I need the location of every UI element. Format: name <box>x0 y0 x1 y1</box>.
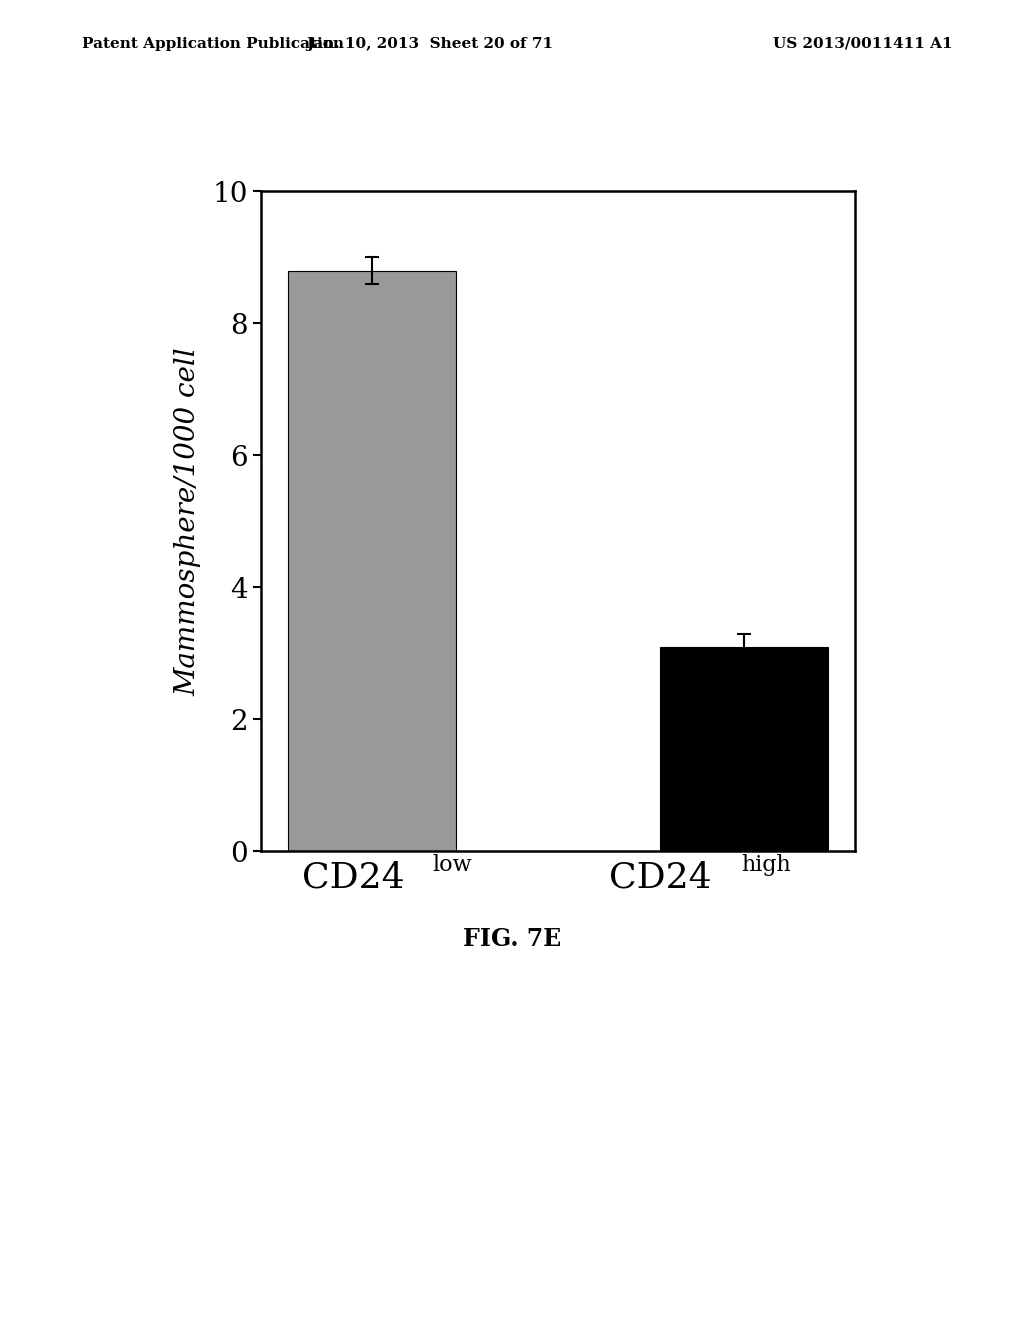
Bar <box>288 271 456 851</box>
Bar <box>660 647 828 851</box>
Text: Jan. 10, 2013  Sheet 20 of 71: Jan. 10, 2013 Sheet 20 of 71 <box>306 37 554 51</box>
Text: high: high <box>741 854 792 876</box>
Text: FIG. 7E: FIG. 7E <box>463 927 561 950</box>
Text: CD24: CD24 <box>302 861 404 895</box>
Y-axis label: Mammosphere/1000 cell: Mammosphere/1000 cell <box>174 347 202 696</box>
Text: US 2013/0011411 A1: US 2013/0011411 A1 <box>773 37 952 51</box>
Text: low: low <box>432 854 472 876</box>
Text: Patent Application Publication: Patent Application Publication <box>82 37 344 51</box>
Text: CD24: CD24 <box>609 861 712 895</box>
